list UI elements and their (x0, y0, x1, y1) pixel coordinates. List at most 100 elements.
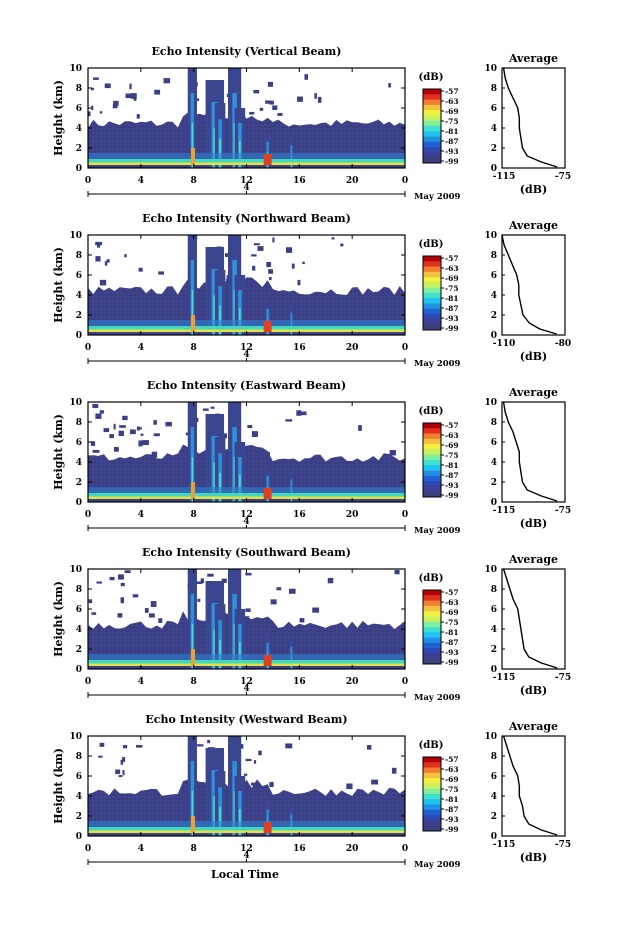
x-tick-label: 12 (240, 844, 253, 854)
tower-core-inner (191, 791, 194, 836)
average-x-label: (dB) (520, 350, 547, 363)
average-y-tick-label: 2 (491, 645, 497, 655)
x-tick-label: 0 (85, 677, 91, 687)
y-tick-label: 8 (76, 84, 82, 94)
y-tick-label: 2 (76, 478, 82, 488)
y-tick-label: 0 (76, 665, 82, 675)
echo-patch (95, 256, 101, 262)
colorbar-swatch (423, 282, 441, 289)
average-profile-line (502, 568, 558, 669)
average-title: Average (508, 553, 558, 566)
y-tick-label: 0 (76, 832, 82, 842)
x-tick-label: 0 (85, 510, 91, 520)
y-tick-label: 8 (76, 752, 82, 762)
tower-core-inner (191, 457, 194, 502)
y-axis-label: Height (km) (52, 414, 65, 490)
y-tick-label: 6 (76, 271, 82, 281)
colorbar-tick-label: -81 (445, 127, 459, 136)
heatmap (87, 401, 406, 503)
colorbar-frame (422, 255, 442, 331)
average-y-tick-label: 10 (484, 398, 497, 408)
date-label: May 2009 (414, 359, 461, 369)
echo-patch (153, 433, 160, 437)
colorbar-tick-label: -81 (445, 795, 459, 804)
colorbar-tick-label: -69 (445, 775, 459, 784)
colorbar-swatch (423, 298, 441, 305)
colorbar-tick-label: -99 (445, 825, 459, 834)
average-y-tick-label: 4 (491, 625, 497, 635)
tower-core-inner (233, 290, 236, 335)
x-tick-label: 12 (240, 677, 253, 687)
echo-patch (288, 588, 296, 594)
colorbar-swatch (423, 444, 441, 450)
echo-patch (251, 254, 257, 257)
colorbar-swatch (423, 627, 441, 633)
colorbar-swatch (423, 433, 441, 440)
colorbar-tick-label: -87 (445, 805, 459, 814)
strong-echo (263, 321, 272, 332)
average-x-label: (dB) (520, 851, 547, 864)
x-tick-label: 0 (85, 343, 91, 353)
colorbar-swatch (423, 147, 441, 153)
echo-patch (291, 263, 295, 269)
echo-patch (252, 265, 256, 271)
colorbar-tick-label: -87 (445, 638, 459, 647)
colorbar-swatch (423, 788, 441, 795)
echo-patch (296, 410, 302, 416)
x-tick-label: 16 (293, 844, 306, 854)
colorbar-unit: (dB) (419, 740, 444, 751)
average-x-tick-label: -75 (555, 840, 571, 850)
average-y-tick-label: 0 (491, 832, 497, 842)
colorbar-swatch (423, 757, 441, 763)
echo-patch (151, 451, 158, 458)
colorbar-tick-label: -69 (445, 608, 459, 617)
x-tick-label: 4 (138, 176, 144, 186)
echo-patch (104, 83, 111, 89)
echo-patch (340, 243, 344, 247)
colorbar-swatch (423, 605, 441, 612)
y-tick-label: 0 (76, 164, 82, 174)
average-x-label: (dB) (520, 684, 547, 697)
echo-patch (163, 78, 171, 84)
echo-patch (221, 433, 227, 439)
echo-patch (150, 601, 157, 608)
colorbar-tick-label: -99 (445, 658, 459, 667)
echo-patch (98, 755, 103, 758)
colorbar-swatch (423, 600, 441, 607)
colorbar-swatch (423, 157, 441, 164)
echo-patch (99, 742, 105, 747)
colorbar-unit: (dB) (419, 406, 444, 417)
y-axis-label: Height (km) (52, 581, 65, 657)
colorbar-swatch (423, 611, 441, 617)
echo-patch (138, 267, 143, 272)
colorbar-frame (422, 422, 442, 498)
date-day-label: 4 (243, 350, 249, 360)
colorbar-swatch (423, 99, 441, 106)
average-y-tick-label: 8 (491, 251, 497, 261)
echo-patch (109, 434, 114, 439)
panel-title: Echo Intensity (Northward Beam) (142, 212, 351, 225)
date-label: May 2009 (414, 860, 461, 870)
colorbar-tick-label: -93 (445, 147, 459, 156)
echo-patch (285, 247, 293, 253)
surface-echo (88, 830, 405, 833)
colorbar-swatch (423, 778, 441, 784)
colorbar-swatch (423, 115, 441, 122)
echo-patch (250, 782, 258, 786)
echo-patch (346, 783, 353, 790)
echo-patch (285, 419, 293, 422)
y-axis-label: Height (km) (52, 247, 65, 323)
average-x-tick-label: -75 (555, 673, 571, 683)
y-tick-label: 10 (69, 398, 82, 408)
x-tick-label: 20 (346, 343, 359, 353)
average-x-tick-label: -110 (493, 339, 516, 349)
average-x-tick-label: -75 (555, 172, 571, 182)
echo-patch (117, 613, 123, 618)
colorbar-tick-label: -81 (445, 294, 459, 303)
x-tick-label: 16 (293, 343, 306, 353)
echo-patch (103, 428, 110, 433)
colorbar-swatch (423, 266, 441, 273)
x-tick-label: 0 (402, 176, 408, 186)
surface-echo (88, 496, 405, 499)
echo-patch (312, 607, 320, 613)
